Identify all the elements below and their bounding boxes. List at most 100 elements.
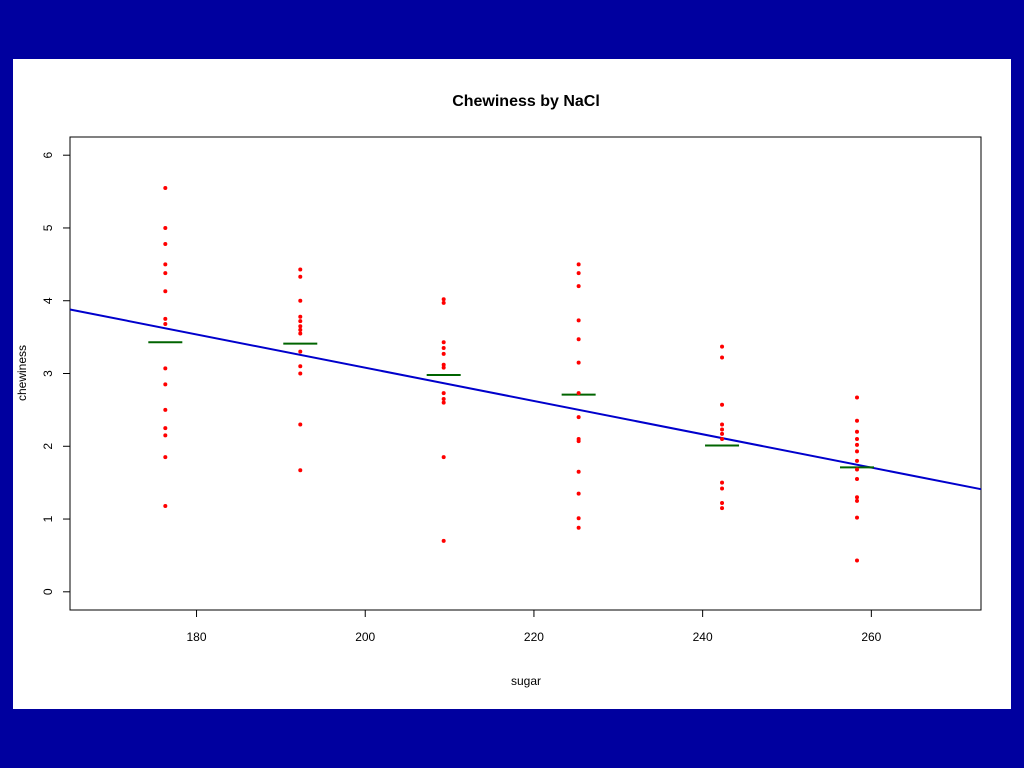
data-point	[163, 503, 168, 508]
data-point	[720, 427, 725, 432]
regression-line-layer	[69, 308, 982, 491]
data-point	[163, 262, 168, 267]
data-point	[163, 225, 168, 230]
data-point	[163, 366, 168, 371]
data-point	[576, 360, 581, 365]
data-point	[298, 324, 303, 329]
x-axis: 180 200 220 240 260	[187, 610, 882, 644]
data-point	[855, 395, 860, 400]
data-point	[298, 298, 303, 303]
data-point	[298, 274, 303, 279]
data-point	[855, 442, 860, 447]
data-point	[441, 365, 446, 370]
data-point	[855, 495, 860, 500]
data-point	[720, 480, 725, 485]
data-point	[720, 431, 725, 436]
x-tick-label: 260	[861, 630, 881, 644]
data-point	[298, 422, 303, 427]
data-point	[163, 322, 168, 327]
data-point	[298, 364, 303, 369]
y-tick-label: 0	[41, 588, 55, 595]
data-point	[163, 316, 168, 321]
data-point	[163, 433, 168, 438]
data-point	[441, 391, 446, 396]
data-point	[855, 467, 860, 472]
group-means-layer	[148, 341, 875, 469]
plot-panel: Chewiness by NaCl 180 200 220 240 260 0 1 2 3 4 5…	[13, 59, 1011, 709]
y-tick-label: 2	[41, 443, 55, 450]
data-point	[720, 344, 725, 349]
data-point	[298, 267, 303, 272]
data-point	[855, 449, 860, 454]
y-tick-label: 3	[41, 370, 55, 377]
data-point	[855, 436, 860, 441]
chart-title: Chewiness by NaCl	[452, 93, 600, 110]
data-point	[720, 402, 725, 407]
data-point	[720, 506, 725, 511]
data-point	[720, 355, 725, 360]
data-point	[441, 340, 446, 345]
data-point	[720, 422, 725, 427]
data-point	[576, 337, 581, 342]
x-tick-label: 220	[524, 630, 544, 644]
data-point	[576, 271, 581, 276]
data-point	[576, 491, 581, 496]
y-axis-label: chewiness	[15, 345, 29, 401]
data-point	[855, 558, 860, 563]
x-tick-label: 180	[187, 630, 207, 644]
x-tick-label: 200	[355, 630, 375, 644]
data-point	[298, 349, 303, 354]
data-point	[298, 327, 303, 332]
data-point	[441, 346, 446, 351]
data-point	[576, 516, 581, 521]
x-axis-label: sugar	[511, 674, 541, 688]
data-point	[441, 400, 446, 405]
data-point	[720, 436, 725, 441]
data-point	[576, 439, 581, 444]
y-tick-label: 6	[41, 152, 55, 159]
data-point	[298, 331, 303, 336]
data-point	[855, 458, 860, 463]
data-point	[163, 289, 168, 294]
data-point	[298, 371, 303, 376]
data-point	[163, 382, 168, 387]
data-point	[576, 415, 581, 420]
y-tick-label: 5	[41, 224, 55, 231]
data-points-layer	[163, 185, 860, 563]
x-tick-label: 240	[693, 630, 713, 644]
data-point	[163, 271, 168, 276]
data-point	[298, 319, 303, 324]
data-point	[855, 515, 860, 520]
data-point	[576, 318, 581, 323]
regression-line	[69, 308, 982, 491]
data-point	[163, 455, 168, 460]
data-point	[855, 477, 860, 482]
data-point	[298, 468, 303, 473]
data-point	[441, 351, 446, 356]
data-point	[441, 297, 446, 302]
data-point	[720, 501, 725, 506]
data-point	[576, 262, 581, 267]
data-point	[441, 396, 446, 401]
data-point	[855, 418, 860, 423]
data-point	[163, 426, 168, 431]
plot-frame	[69, 136, 982, 611]
data-point	[855, 498, 860, 503]
data-point	[441, 538, 446, 543]
data-point	[576, 469, 581, 474]
y-tick-label: 1	[41, 515, 55, 522]
data-point	[720, 486, 725, 491]
scatter-plot: Chewiness by NaCl 180 200 220 240 260 0 1 2 3 4 5…	[15, 93, 982, 688]
data-point	[576, 284, 581, 289]
data-point	[163, 407, 168, 412]
data-point	[163, 241, 168, 246]
data-point	[576, 391, 581, 396]
y-axis: 0 1 2 3 4 5 6	[41, 152, 70, 595]
data-point	[441, 362, 446, 367]
y-tick-label: 4	[41, 297, 55, 304]
data-point	[855, 429, 860, 434]
data-point	[576, 525, 581, 530]
data-point	[441, 300, 446, 305]
data-point	[163, 185, 168, 190]
